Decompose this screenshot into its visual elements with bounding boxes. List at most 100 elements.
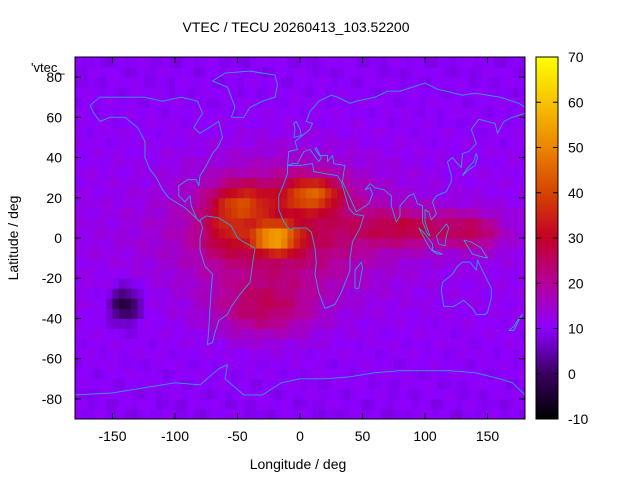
heatmap-cell [137,157,145,169]
heatmap-cell [225,318,232,329]
heatmap-cell [300,268,307,279]
heatmap-cell [75,308,82,319]
heatmap-cell [156,187,163,199]
heatmap-cell [350,197,357,209]
heatmap-cell [418,268,426,279]
heatmap-cell [156,348,163,360]
heatmap-cell [368,308,376,319]
heatmap-cell [381,398,388,410]
heatmap-cell [237,107,245,118]
heatmap-cell [143,248,151,259]
heatmap-cell [200,127,207,138]
heatmap-cell [343,268,351,279]
heatmap-cell [100,318,107,329]
heatmap-cell [168,278,176,289]
coastline [75,364,525,396]
heatmap-cell [481,187,488,199]
heatmap-cell [431,318,438,329]
heatmap-cell [300,398,307,410]
heatmap-cell [175,217,182,229]
heatmap-cell [381,348,388,360]
heatmap-cell [293,238,301,249]
heatmap-cell [462,288,470,299]
heatmap-cell [100,117,107,128]
heatmap-cell [493,157,501,169]
heatmap-cell [156,258,163,269]
heatmap-cell [318,408,326,420]
heatmap-cell [481,308,488,319]
heatmap-cell [262,298,270,309]
heatmap-cell [81,187,88,199]
heatmap-cell [437,87,445,98]
heatmap-cell [200,207,207,219]
heatmap-cell [281,408,288,420]
heatmap-cell [468,77,476,88]
heatmap-cell [331,328,338,340]
heatmap-cell [487,217,495,229]
heatmap-cell [250,338,257,350]
heatmap-cell [225,358,232,370]
heatmap-cell [481,348,488,360]
heatmap-cell [156,338,163,350]
heatmap-cell [337,268,345,279]
heatmap-cell [131,87,138,98]
heatmap-cell [356,358,363,370]
heatmap-cell [425,127,432,138]
heatmap-cell [175,348,182,360]
heatmap-cell [350,137,357,148]
heatmap-cell [418,147,426,159]
heatmap-cell [156,127,163,138]
heatmap-cell [431,348,438,360]
heatmap-cell [493,388,501,400]
heatmap-cell [343,398,351,410]
heatmap-cell [131,398,138,410]
heatmap-cell [493,137,501,148]
heatmap-cell [493,288,501,299]
heatmap-cell [412,238,420,249]
heatmap-cell [150,107,157,118]
heatmap-cell [125,167,132,179]
heatmap-cell [468,87,476,98]
heatmap-cell [75,177,82,189]
heatmap-cell [412,107,420,118]
heatmap-cell [425,358,432,370]
heatmap-cell [393,137,401,148]
heatmap-cell [406,197,413,209]
heatmap-cell [187,238,195,249]
heatmap-cell [193,77,201,88]
heatmap-cell [381,238,388,249]
heatmap-cell [193,177,201,189]
heatmap-cell [100,227,107,239]
heatmap-cell [475,77,482,88]
heatmap-cell [368,137,376,148]
heatmap-cell [218,298,226,309]
heatmap-cell [150,97,157,108]
heatmap-cell [118,157,126,169]
heatmap-cell [300,157,307,169]
heatmap-cell [81,97,88,108]
heatmap-cell [200,97,207,108]
heatmap-cell [162,238,170,249]
heatmap-cell [393,207,401,219]
heatmap-cell [437,348,445,360]
heatmap-cell [356,238,363,249]
heatmap-cell [256,177,263,189]
heatmap-cell [112,157,120,169]
heatmap-cell [418,368,426,380]
heatmap-cell [487,338,495,350]
heatmap-cell [393,308,401,319]
heatmap-cell [312,157,320,169]
heatmap-cell [306,328,313,340]
heatmap-cell [100,308,107,319]
heatmap-cell [393,378,401,390]
heatmap-cell [237,308,245,319]
heatmap-cell [200,278,207,289]
heatmap-cell [181,207,188,219]
heatmap-cell [200,157,207,169]
heatmap-cell [100,288,107,299]
heatmap-cell [193,338,201,350]
heatmap-cell [212,338,220,350]
heatmap-cell [312,268,320,279]
heatmap-cell [318,87,326,98]
heatmap-cell [475,238,482,249]
